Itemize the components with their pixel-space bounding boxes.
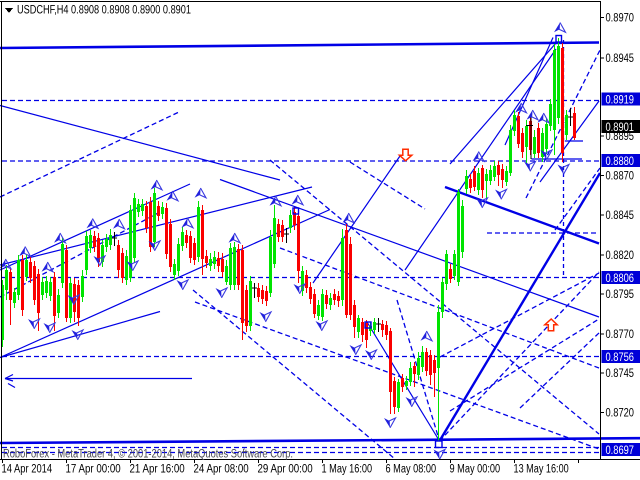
svg-text:RoboForex - MetaTrader 4, © 20: RoboForex - MetaTrader 4, © 2001-2014, M… xyxy=(3,449,293,461)
svg-text:0.8845: 0.8845 xyxy=(606,210,635,222)
svg-text:0.8880: 0.8880 xyxy=(606,156,635,168)
svg-text:0.8697: 0.8697 xyxy=(606,445,635,457)
svg-text:14 Apr 2014: 14 Apr 2014 xyxy=(2,464,53,476)
svg-text:0.8970: 0.8970 xyxy=(606,13,635,25)
svg-text:21 Apr 16:00: 21 Apr 16:00 xyxy=(130,464,185,476)
svg-text:0.8720: 0.8720 xyxy=(606,408,635,420)
svg-text:13 May 16:00: 13 May 16:00 xyxy=(514,464,569,476)
svg-text:0.8945: 0.8945 xyxy=(606,53,635,65)
svg-text:0.8870: 0.8870 xyxy=(606,171,635,183)
svg-text:0.8806: 0.8806 xyxy=(606,273,635,285)
svg-text:9 May 00:00: 9 May 00:00 xyxy=(450,464,501,476)
svg-text:0.8895: 0.8895 xyxy=(606,131,635,143)
svg-text:0.8795: 0.8795 xyxy=(606,289,635,301)
svg-text:6 May 08:00: 6 May 08:00 xyxy=(386,464,437,476)
svg-text:17 Apr 00:00: 17 Apr 00:00 xyxy=(66,464,121,476)
svg-text:0.8820: 0.8820 xyxy=(606,250,635,262)
svg-text:0.8770: 0.8770 xyxy=(606,329,635,341)
svg-text:0.8745: 0.8745 xyxy=(606,368,635,380)
svg-text:24 Apr 08:00: 24 Apr 08:00 xyxy=(194,464,249,476)
svg-text:0.8919: 0.8919 xyxy=(606,95,635,107)
svg-text:USDCHF,H4 0.8908 0.8908 0.890: USDCHF,H4 0.8908 0.8908 0.8900 0.8901 xyxy=(17,5,191,17)
svg-text:0.8756: 0.8756 xyxy=(606,352,635,364)
svg-text:29 Apr 00:00: 29 Apr 00:00 xyxy=(258,464,313,476)
svg-text:0.8901: 0.8901 xyxy=(606,122,635,134)
svg-text:1 May 16:00: 1 May 16:00 xyxy=(322,464,373,476)
